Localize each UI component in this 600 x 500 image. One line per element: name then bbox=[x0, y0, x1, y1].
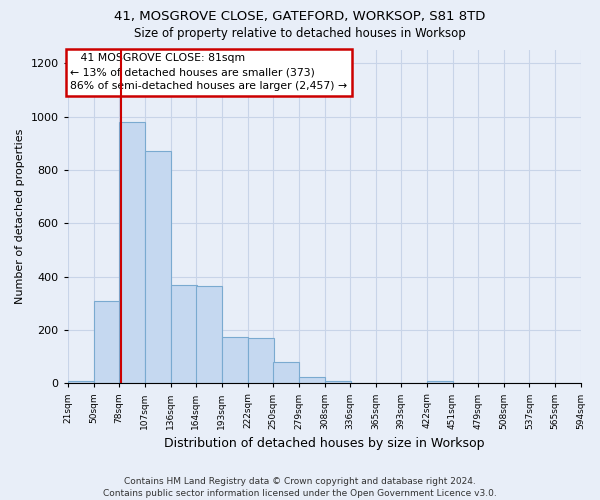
Bar bbox=[68, 380, 94, 384]
Bar bbox=[325, 380, 350, 384]
Bar bbox=[170, 284, 197, 384]
X-axis label: Distribution of detached houses by size in Worksop: Distribution of detached houses by size … bbox=[164, 437, 484, 450]
Text: 41, MOSGROVE CLOSE, GATEFORD, WORKSOP, S81 8TD: 41, MOSGROVE CLOSE, GATEFORD, WORKSOP, S… bbox=[115, 10, 485, 23]
Text: Size of property relative to detached houses in Worksop: Size of property relative to detached ho… bbox=[134, 28, 466, 40]
Bar bbox=[272, 362, 299, 384]
Y-axis label: Number of detached properties: Number of detached properties bbox=[15, 129, 25, 304]
Bar bbox=[145, 152, 170, 384]
Text: 41 MOSGROVE CLOSE: 81sqm
← 13% of detached houses are smaller (373)
86% of semi-: 41 MOSGROVE CLOSE: 81sqm ← 13% of detach… bbox=[70, 54, 347, 92]
Bar bbox=[196, 286, 221, 384]
Text: Contains HM Land Registry data © Crown copyright and database right 2024.
Contai: Contains HM Land Registry data © Crown c… bbox=[103, 476, 497, 498]
Bar bbox=[221, 336, 248, 384]
Bar bbox=[427, 380, 452, 384]
Bar bbox=[94, 300, 119, 384]
Bar bbox=[248, 338, 274, 384]
Bar bbox=[299, 376, 325, 384]
Bar bbox=[119, 122, 145, 384]
